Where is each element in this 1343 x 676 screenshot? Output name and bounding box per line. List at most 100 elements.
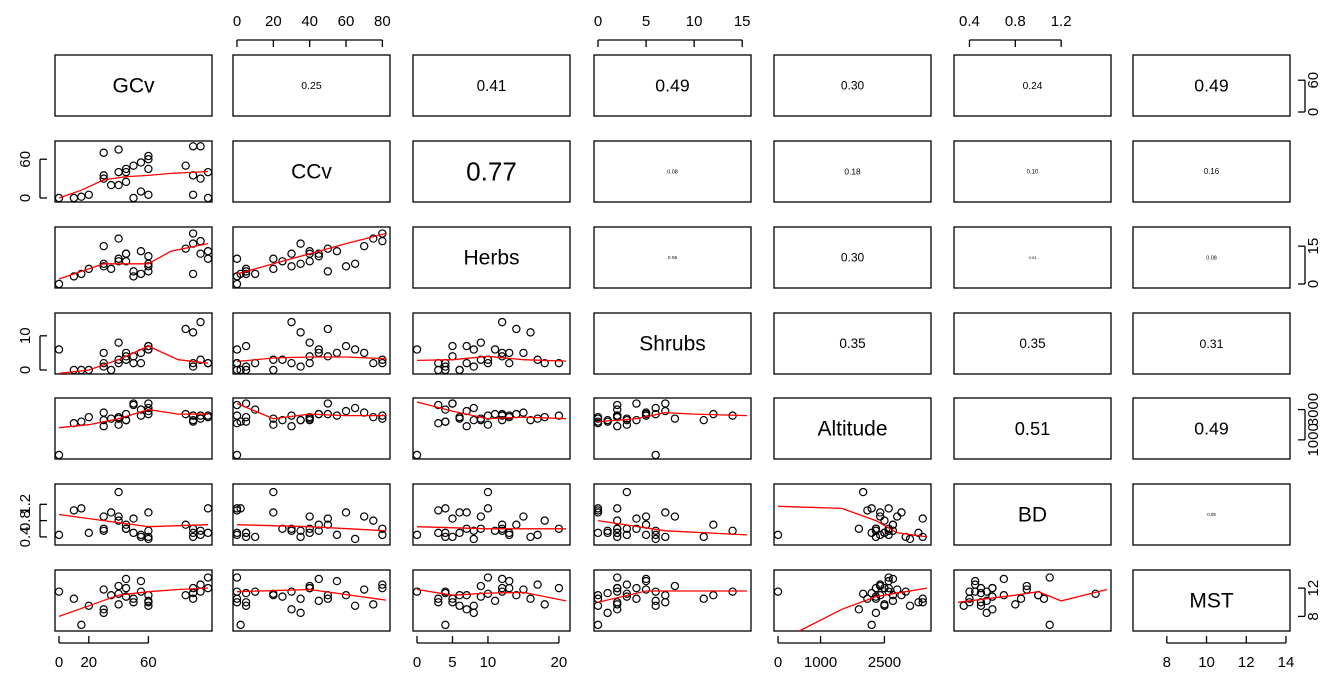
tick-label: 0 bbox=[413, 654, 421, 671]
panel-mst-altitude bbox=[773, 569, 932, 632]
data-point bbox=[232, 279, 242, 289]
data-point bbox=[54, 530, 64, 540]
tick-label: 0.8 bbox=[1005, 13, 1026, 30]
data-point bbox=[593, 620, 603, 630]
top-axis-ccv: 0 20 40 60 80 bbox=[233, 13, 391, 47]
bottom-axis-mst: 8 10 12 14 bbox=[1163, 636, 1294, 671]
panel-bd-altitude bbox=[773, 483, 932, 546]
data-point bbox=[144, 155, 153, 164]
data-point bbox=[884, 583, 893, 593]
correlation-label: 0.08 bbox=[667, 169, 678, 175]
data-point bbox=[99, 408, 108, 417]
data-point bbox=[497, 352, 507, 361]
data-point bbox=[305, 415, 314, 425]
data-point bbox=[278, 524, 287, 533]
data-point bbox=[114, 581, 123, 591]
data-point bbox=[99, 512, 108, 521]
panel-frame bbox=[593, 140, 752, 203]
data-point bbox=[181, 324, 190, 334]
data-point bbox=[434, 594, 443, 603]
data-point bbox=[121, 409, 131, 419]
panel-herbs-herbs: Herbs bbox=[412, 226, 571, 289]
data-point bbox=[341, 406, 351, 416]
data-point bbox=[613, 400, 622, 410]
matrix-panels: GCv 0.25 0.41 0.49 0.30 0.24 0.49 CCv 0.77 0.08 0.… bbox=[54, 54, 1291, 632]
data-point bbox=[613, 573, 622, 582]
tick-label: 12 bbox=[1238, 654, 1255, 671]
panel-frame bbox=[953, 226, 1112, 289]
data-point bbox=[988, 592, 997, 601]
data-point bbox=[699, 415, 708, 425]
data-point bbox=[305, 524, 314, 533]
data-point bbox=[287, 249, 296, 258]
data-point bbox=[188, 417, 198, 426]
data-point bbox=[540, 358, 549, 368]
data-point bbox=[99, 605, 108, 614]
data-point bbox=[359, 348, 369, 358]
data-point bbox=[241, 264, 251, 274]
data-point bbox=[287, 587, 296, 596]
correlation-label: 0.35 bbox=[1019, 336, 1045, 351]
data-point bbox=[136, 158, 146, 167]
data-point bbox=[483, 487, 493, 497]
smoother-line bbox=[58, 513, 209, 528]
data-point bbox=[359, 585, 369, 594]
data-point bbox=[359, 512, 369, 521]
panel-shrubs-shrubs: Shrubs bbox=[593, 312, 752, 375]
variable-label-bd: BD bbox=[1018, 504, 1047, 527]
panel-frame bbox=[412, 140, 571, 203]
data-point bbox=[880, 516, 889, 525]
tick-label: 20 bbox=[80, 654, 97, 671]
data-point bbox=[287, 422, 296, 431]
data-point bbox=[54, 345, 64, 354]
data-point bbox=[121, 177, 131, 187]
data-point bbox=[455, 414, 464, 423]
data-point bbox=[880, 600, 889, 609]
data-point bbox=[114, 180, 123, 190]
data-point bbox=[203, 504, 213, 513]
data-point bbox=[603, 588, 612, 598]
data-point bbox=[965, 598, 974, 607]
data-point bbox=[593, 601, 603, 611]
data-point bbox=[641, 585, 651, 594]
data-point bbox=[875, 530, 885, 540]
data-point bbox=[232, 450, 242, 460]
panel-frame bbox=[773, 483, 932, 546]
data-point bbox=[232, 504, 242, 513]
data-point bbox=[196, 174, 205, 183]
data-point bbox=[455, 528, 464, 538]
panel-frame bbox=[1132, 569, 1291, 632]
panel-mst-shrubs bbox=[593, 569, 752, 632]
data-point bbox=[106, 508, 116, 517]
data-point bbox=[99, 422, 108, 431]
data-point bbox=[114, 600, 123, 609]
data-point bbox=[241, 412, 251, 422]
data-point bbox=[858, 487, 868, 497]
data-point bbox=[593, 504, 603, 513]
data-point bbox=[512, 591, 521, 600]
data-point bbox=[462, 508, 471, 517]
data-point bbox=[641, 530, 651, 540]
panel-mst-bd bbox=[953, 569, 1112, 632]
data-point bbox=[121, 167, 131, 177]
panel-frame bbox=[412, 312, 571, 375]
data-point bbox=[533, 414, 542, 423]
data-point bbox=[350, 259, 360, 269]
data-point bbox=[434, 506, 443, 515]
data-point bbox=[378, 530, 387, 540]
panel-shrubs-bd: 0.35 bbox=[953, 312, 1112, 375]
data-point bbox=[867, 620, 876, 630]
tick-label: 5 bbox=[642, 13, 650, 30]
data-point bbox=[593, 591, 603, 600]
panel-frame bbox=[773, 226, 932, 289]
data-point bbox=[483, 504, 493, 513]
data-point bbox=[77, 417, 86, 426]
data-point bbox=[203, 193, 213, 203]
data-point bbox=[378, 358, 387, 368]
panel-frame bbox=[232, 140, 391, 203]
data-point bbox=[632, 524, 641, 533]
data-point bbox=[497, 587, 507, 596]
data-point bbox=[661, 598, 670, 607]
data-point bbox=[412, 345, 422, 354]
right-axis-gcv: 0 60 bbox=[1298, 72, 1322, 116]
